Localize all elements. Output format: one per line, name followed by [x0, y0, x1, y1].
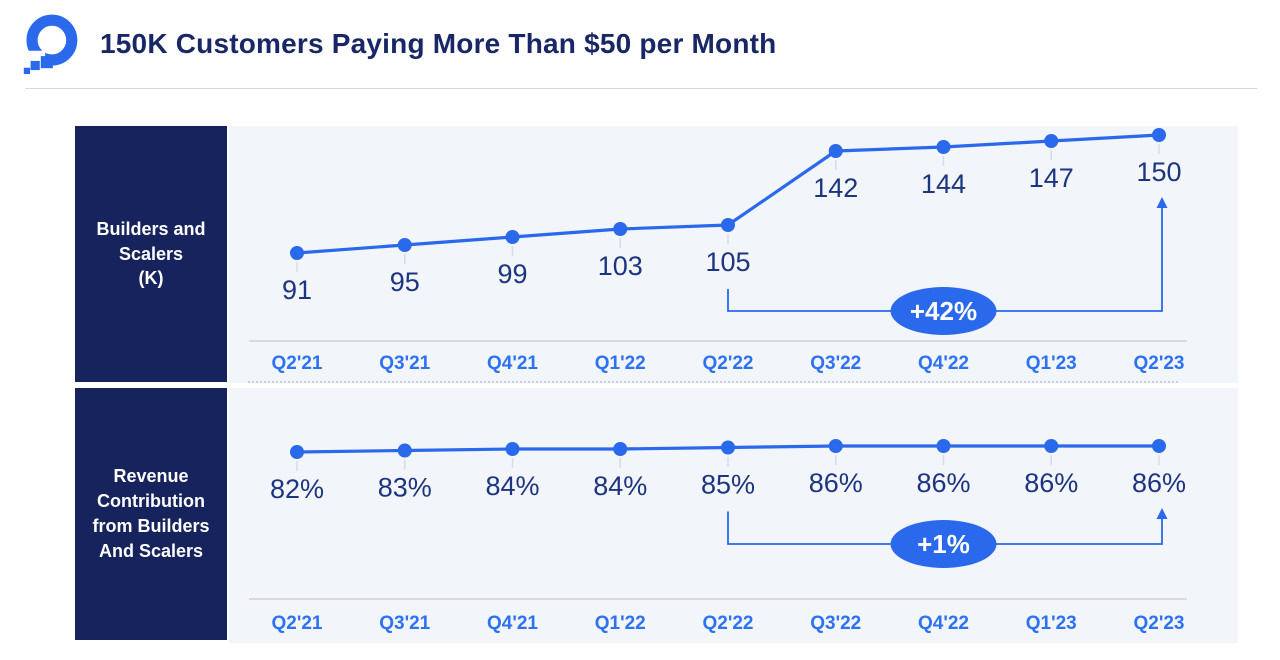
data-point [1152, 439, 1166, 453]
logo-square-small [23, 67, 31, 74]
data-label: 95 [390, 267, 420, 297]
data-point [505, 230, 520, 244]
x-axis-label: Q2'22 [703, 613, 754, 634]
data-label: 142 [813, 173, 858, 203]
data-point [397, 443, 412, 458]
x-axis-label: Q4'22 [918, 613, 969, 634]
data-point [505, 442, 520, 456]
line-chart-builders-scalers: Q2'21 Q3'21 Q4'21 Q1'22 Q2'22 Q3'22 Q4'22 Q1'23… [249, 128, 1187, 374]
growth-annotation-label: +1% [917, 529, 970, 559]
x-axis-label: Q4'21 [487, 353, 538, 374]
x-axis-label: Q3'22 [810, 353, 861, 374]
x-axis-label: Q3'21 [379, 353, 430, 374]
row-label-builders-scalers: Builders and Scalers (K) [75, 126, 227, 382]
data-point [1044, 134, 1059, 148]
data-label: 147 [1029, 163, 1074, 193]
digitalocean-logo-icon [18, 14, 78, 74]
data-point [613, 222, 628, 236]
x-axis-label: Q1'22 [595, 613, 646, 634]
x-axis-label: Q4'21 [487, 613, 538, 634]
data-point [290, 246, 304, 260]
row-label-revenue-contribution: Revenue Contribution from Builders And S… [75, 388, 227, 640]
data-point [1152, 128, 1166, 142]
data-point [613, 442, 628, 456]
growth-arrow-head [1156, 197, 1168, 208]
x-axis-label: Q4'22 [918, 353, 969, 374]
chart-area-revenue-contribution: Q2'21 Q3'21 Q4'21 Q1'22 Q2'22 Q3'22 Q4'22 Q1'23… [229, 388, 1238, 643]
x-axis-label: Q1'22 [595, 353, 646, 374]
data-label: 86% [916, 468, 970, 498]
data-label: 144 [921, 169, 966, 199]
data-label: 84% [485, 471, 539, 501]
chart-row-revenue-contribution: Revenue Contribution from Builders And S… [0, 388, 1280, 643]
data-point [290, 445, 304, 459]
chart-area-builders-scalers: Q2'21 Q3'21 Q4'21 Q1'22 Q2'22 Q3'22 Q4'22 Q1'23… [229, 126, 1238, 383]
data-label: 86% [1132, 468, 1186, 498]
growth-ellipse [890, 520, 997, 568]
growth-ellipse [890, 287, 997, 335]
logo-square-medium [30, 60, 40, 71]
x-axis-label: Q2'23 [1134, 613, 1185, 634]
data-label: 105 [705, 247, 750, 277]
data-point [1044, 439, 1059, 453]
data-point [828, 439, 843, 453]
row-separator-dotted [248, 381, 1178, 383]
data-label: 86% [809, 468, 863, 498]
data-label: 150 [1136, 157, 1181, 187]
header-divider [25, 88, 1257, 89]
line-chart-revenue-contribution: Q2'21 Q3'21 Q4'21 Q1'22 Q2'22 Q3'22 Q4'22 Q1'23… [249, 439, 1187, 634]
data-point [828, 144, 843, 158]
data-label: 103 [598, 251, 643, 281]
chart-row-builders-scalers: Builders and Scalers (K) Q2'21 Q3'21 Q4'21… [0, 126, 1280, 383]
data-point [721, 440, 735, 455]
x-axis-label: Q2'22 [703, 353, 754, 374]
data-label: 99 [497, 259, 527, 289]
x-axis-label: Q3'22 [810, 613, 861, 634]
data-label: 86% [1024, 468, 1078, 498]
data-label: 82% [270, 474, 324, 504]
data-point [936, 140, 951, 154]
growth-arrow-head [1156, 508, 1168, 519]
x-axis-label: Q3'21 [379, 613, 430, 634]
data-point [936, 439, 951, 453]
x-axis-label: Q1'23 [1026, 353, 1077, 374]
page-title: 150K Customers Paying More Than $50 per … [100, 28, 777, 59]
x-axis-label: Q2'23 [1134, 353, 1185, 374]
data-point [721, 218, 735, 232]
data-label: 83% [378, 473, 432, 503]
growth-annotation-label: +42% [910, 296, 977, 326]
data-label: 91 [282, 275, 312, 305]
data-label: 85% [701, 470, 755, 500]
data-point [397, 238, 412, 252]
logo-square-large [40, 56, 53, 69]
x-axis-label: Q2'21 [272, 613, 323, 634]
data-label: 84% [593, 471, 647, 501]
x-axis-label: Q2'21 [272, 353, 323, 374]
x-axis-label: Q1'23 [1026, 613, 1077, 634]
